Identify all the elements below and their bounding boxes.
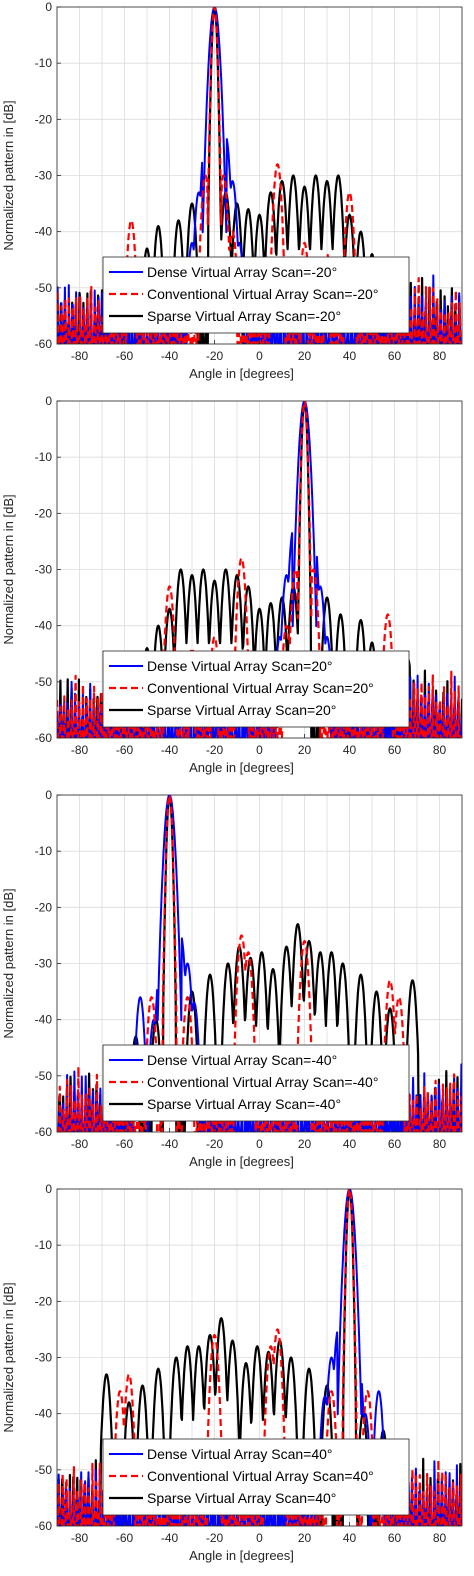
x-axis-label: Angle in [degrees] (189, 366, 294, 381)
y-tick-label: -50 (35, 1069, 53, 1083)
y-tick-label: -20 (35, 900, 53, 914)
y-tick-label: -10 (35, 844, 53, 858)
legend: Dense Virtual Array Scan=-20° Conventiona… (102, 256, 410, 334)
x-tick-label: 40 (343, 349, 357, 363)
legend-box (102, 1438, 410, 1516)
y-axis-label: Normalized pattern in [dB] (1, 494, 16, 644)
legend-label-sparse: Sparse Virtual Array Scan=-40° (147, 1096, 341, 1112)
y-tick-label: -20 (35, 112, 53, 126)
y-axis-label: Normalized pattern in [dB] (1, 100, 16, 250)
legend-label-dense: Dense Virtual Array Scan=20° (147, 658, 333, 674)
legend-label-sparse: Sparse Virtual Array Scan=20° (147, 702, 336, 718)
y-tick-label: 0 (45, 0, 52, 14)
x-tick-label: 80 (433, 1531, 447, 1545)
x-tick-label: -40 (161, 1531, 179, 1545)
y-tick-label: -60 (35, 1519, 53, 1533)
y-tick-label: -50 (35, 1463, 53, 1477)
legend-label-dense: Dense Virtual Array Scan=-20° (147, 264, 337, 280)
y-tick-label: -10 (35, 450, 53, 464)
chart-panel-3: -80 -60 -40 -20 0 20 40 60 80 0 -10 -20 -30 -40 -50 -60… (1, 788, 463, 1169)
x-tick-label: -20 (206, 349, 224, 363)
legend: Dense Virtual Array Scan=40° Conventional… (102, 1438, 410, 1516)
x-tick-label: -60 (116, 1137, 134, 1151)
x-tick-label: 60 (388, 1531, 402, 1545)
x-tick-label: -80 (71, 349, 89, 363)
y-tick-label: -40 (35, 619, 53, 633)
x-tick-label: -40 (161, 1137, 179, 1151)
y-tick-label: 0 (45, 394, 52, 408)
legend-label-sparse: Sparse Virtual Array Scan=40° (147, 1490, 336, 1506)
chart-panel-2: -80 -60 -40 -20 0 20 40 60 80 0 -10 -20 -30 -40 -50 -60… (1, 394, 463, 775)
x-tick-label: -80 (71, 743, 89, 757)
x-tick-label: 0 (256, 743, 263, 757)
x-tick-label: -60 (116, 1531, 134, 1545)
chart-panel-4: -80 -60 -40 -20 0 20 40 60 80 0 -10 -20 -30 -40 -50 -60… (1, 1182, 463, 1563)
x-tick-label: -60 (116, 349, 134, 363)
y-tick-label: -10 (35, 56, 53, 70)
y-tick-label: -60 (35, 731, 53, 745)
y-tick-label: 0 (45, 1182, 52, 1196)
y-tick-label: 0 (45, 788, 52, 802)
x-axis-label: Angle in [degrees] (189, 1548, 294, 1563)
x-axis-label: Angle in [degrees] (189, 1154, 294, 1169)
legend-label-dense: Dense Virtual Array Scan=-40° (147, 1052, 337, 1068)
x-tick-label: 0 (256, 349, 263, 363)
legend-label-conventional: Conventional Virtual Array Scan=-40° (147, 1074, 378, 1090)
legend-box (102, 256, 410, 334)
legend-box (102, 650, 410, 728)
y-tick-label: -50 (35, 675, 53, 689)
x-tick-label: -60 (116, 743, 134, 757)
x-tick-label: -40 (161, 349, 179, 363)
x-tick-label: 0 (256, 1531, 263, 1545)
legend-label-conventional: Conventional Virtual Array Scan=-20° (147, 286, 378, 302)
legend-label-conventional: Conventional Virtual Array Scan=40° (147, 1468, 374, 1484)
x-tick-label: 60 (388, 1137, 402, 1151)
x-tick-label: -80 (71, 1531, 89, 1545)
x-tick-label: 80 (433, 1137, 447, 1151)
x-tick-label: 20 (298, 349, 312, 363)
y-tick-label: -40 (35, 1407, 53, 1421)
chart-panel-1: -80 -60 -40 -20 0 20 40 60 80 0 -10 -20 -30 -40 -50 -60… (1, 0, 463, 381)
x-tick-label: 40 (343, 1531, 357, 1545)
y-tick-label: -10 (35, 1238, 53, 1252)
y-tick-label: -60 (35, 1125, 53, 1139)
y-tick-label: -40 (35, 225, 53, 239)
x-tick-label: 80 (433, 349, 447, 363)
x-tick-label: 20 (298, 743, 312, 757)
x-tick-label: 0 (256, 1137, 263, 1151)
y-tick-label: -50 (35, 281, 53, 295)
x-tick-label: 60 (388, 743, 402, 757)
y-tick-label: -20 (35, 506, 53, 520)
legend-box (102, 1044, 410, 1122)
x-tick-label: -20 (206, 1137, 224, 1151)
x-tick-label: -40 (161, 743, 179, 757)
x-tick-label: 40 (343, 1137, 357, 1151)
x-tick-label: -20 (206, 743, 224, 757)
y-axis-label: Normalized pattern in [dB] (1, 888, 16, 1038)
y-tick-label: -30 (35, 169, 53, 183)
legend: Dense Virtual Array Scan=20° Conventional… (102, 650, 410, 728)
x-tick-label: 20 (298, 1531, 312, 1545)
y-axis-label: Normalized pattern in [dB] (1, 1282, 16, 1432)
y-tick-label: -30 (35, 1351, 53, 1365)
x-axis-label: Angle in [degrees] (189, 760, 294, 775)
x-tick-label: -20 (206, 1531, 224, 1545)
y-tick-label: -20 (35, 1294, 53, 1308)
x-tick-label: 80 (433, 743, 447, 757)
y-tick-label: -30 (35, 563, 53, 577)
x-tick-label: 20 (298, 1137, 312, 1151)
legend-label-sparse: Sparse Virtual Array Scan=-20° (147, 308, 341, 324)
x-tick-label: 60 (388, 349, 402, 363)
series-conventional-line (57, 795, 462, 1132)
legend: Dense Virtual Array Scan=-40° Conventiona… (102, 1044, 410, 1122)
x-tick-label: -80 (71, 1137, 89, 1151)
legend-label-dense: Dense Virtual Array Scan=40° (147, 1446, 333, 1462)
y-tick-label: -30 (35, 957, 53, 971)
legend-label-conventional: Conventional Virtual Array Scan=20° (147, 680, 374, 696)
y-tick-label: -40 (35, 1013, 53, 1027)
x-tick-label: 40 (343, 743, 357, 757)
y-tick-label: -60 (35, 337, 53, 351)
